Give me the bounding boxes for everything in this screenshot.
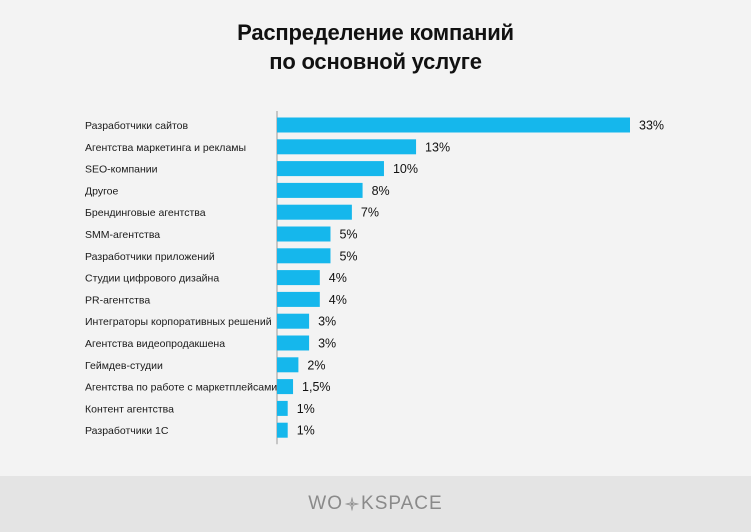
bar [277,357,299,373]
category-label: Студии цифрового дизайна [85,273,219,285]
chart-title-line-1: Распределение компаний [237,20,514,45]
value-label: 13% [425,140,450,154]
value-label: 2% [307,358,325,372]
chart-title: Распределение компаний по основной услуг… [0,18,751,76]
star-icon [344,496,360,512]
logo-text-left: WO [308,493,344,514]
bar [277,182,363,198]
category-label: Геймдев-студии [85,360,163,372]
category-label: Разработчики 1С [85,425,169,437]
category-label: Агентства по работе с маркетплейсами [85,382,277,394]
value-label: 4% [329,271,347,285]
value-label: 3% [318,315,336,329]
value-label: 5% [339,249,357,263]
category-label: Разработчики приложений [85,251,215,263]
bar [277,139,417,155]
bar [277,291,320,307]
bar [277,270,320,286]
bar [277,313,310,329]
value-label: 7% [361,206,379,220]
category-label: Интеграторы корпоративных решений [85,316,272,328]
chart-title-line-2: по основной услуге [269,49,482,74]
category-label: Разработчики сайтов [85,120,188,132]
logo-text-right: KSPACE [361,493,443,514]
category-label: Агентства маркетинга и рекламы [85,142,246,154]
value-label: 3% [318,337,336,351]
category-label: PR-агентства [85,294,150,306]
value-label: 4% [329,293,347,307]
bar [277,161,384,177]
bar [277,379,294,395]
bar [277,204,352,220]
value-label: 1% [297,424,315,438]
value-label: 33% [639,119,664,133]
category-label: SMM-агентства [85,229,160,241]
category-label: SEO-компании [85,164,158,176]
value-label: 8% [372,184,390,198]
category-label: Другое [85,185,119,197]
category-label: Брендинговые агентства [85,207,206,219]
bar [277,400,288,416]
bar [277,248,331,264]
bar [277,422,288,438]
bar [277,117,630,133]
value-label: 5% [339,228,357,242]
category-label: Агентства видеопродакшена [85,338,225,350]
value-label: 1,5% [302,380,331,394]
footer: WO KSPACE [0,476,751,532]
value-label: 1% [297,402,315,416]
category-label: Контент агентства [85,403,174,415]
value-label: 10% [393,162,418,176]
bar [277,335,310,351]
bar [277,226,331,242]
workspace-logo: WO KSPACE [308,493,442,515]
